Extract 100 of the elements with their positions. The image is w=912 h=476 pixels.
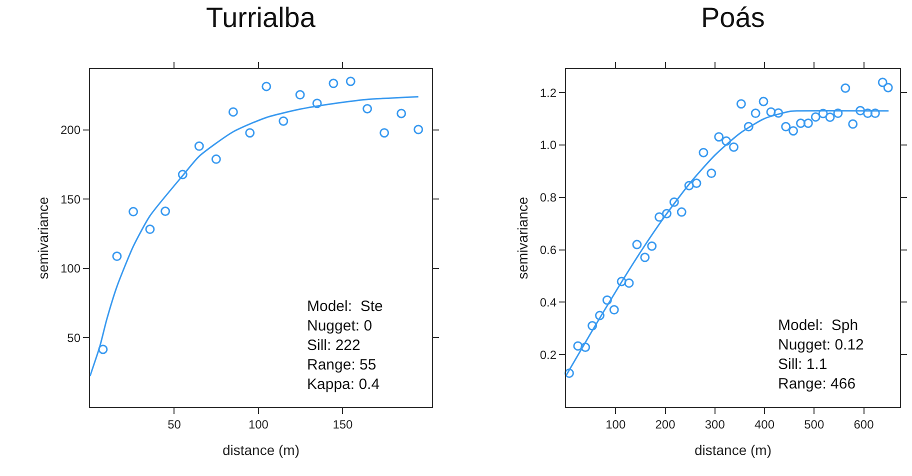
point (194, 141, 204, 151)
point (640, 252, 650, 262)
point (684, 180, 694, 190)
point (278, 116, 288, 126)
annotation: Nugget: 0 (307, 318, 372, 334)
point (145, 224, 155, 234)
y-tick-label: 0.2 (540, 348, 557, 362)
y-tick-label: 0.8 (540, 190, 557, 205)
point (736, 99, 746, 109)
y-tick-label: 1.0 (540, 138, 557, 152)
x-tick-label: 50 (168, 418, 182, 432)
point (766, 107, 776, 117)
point (98, 344, 108, 354)
point (722, 136, 732, 146)
point (128, 206, 138, 216)
annotation: Range: 55 (307, 356, 376, 374)
point (228, 107, 238, 117)
y-tick-label: 1.2 (540, 86, 557, 100)
point (750, 108, 760, 118)
x-tick-label: 100 (606, 418, 626, 432)
annotation: Model: Sph (778, 317, 858, 334)
point (781, 122, 791, 132)
point (803, 118, 813, 128)
point (774, 108, 784, 118)
point (647, 241, 657, 251)
annotation: Range: 466 (778, 376, 856, 392)
point (580, 342, 590, 352)
point (706, 168, 716, 178)
point (262, 82, 272, 92)
point (698, 148, 708, 158)
annotation: Sill: 1.1 (778, 356, 828, 373)
chart-title: Turrialba (206, 2, 316, 33)
point (788, 126, 798, 136)
point (616, 276, 626, 286)
point (588, 321, 598, 331)
point (624, 278, 634, 288)
point (840, 83, 850, 93)
x-tick-label: 150 (332, 418, 354, 432)
chart-title: Poás (701, 2, 765, 33)
point (112, 252, 122, 262)
x-tick-label: 600 (854, 418, 874, 432)
point (380, 128, 390, 138)
point (662, 208, 672, 218)
point (883, 82, 893, 92)
point (825, 112, 835, 122)
point (396, 108, 406, 118)
y-tick-label: 100 (60, 262, 81, 276)
point (346, 76, 356, 86)
point (564, 368, 574, 378)
x-axis-title: distance (m) (222, 442, 300, 458)
point (758, 96, 768, 106)
x-tick-label: 200 (655, 418, 676, 432)
annotation: Kappa: 0.4 (307, 376, 380, 393)
annotation: Model: Ste (307, 298, 383, 315)
line-series (566, 110, 890, 376)
point (609, 305, 619, 315)
point (870, 108, 880, 118)
x-tick-label: 500 (804, 418, 824, 432)
point (669, 197, 679, 207)
point (160, 206, 170, 216)
point (728, 142, 738, 152)
x-tick-label: 300 (704, 418, 726, 432)
point (856, 106, 866, 116)
line-series (90, 96, 420, 377)
y-tick-label: 0.6 (540, 242, 557, 257)
point (245, 128, 255, 138)
point (692, 178, 702, 188)
point (573, 341, 583, 351)
x-axis-title: distance (m) (694, 442, 772, 458)
point (362, 104, 372, 114)
point (654, 212, 664, 222)
point (862, 108, 872, 118)
point (414, 124, 424, 134)
point (848, 119, 858, 129)
x-tick-label: 100 (248, 418, 269, 432)
annotation: Nugget: 0.12 (778, 336, 864, 354)
y-axis-title: semivariance (514, 196, 530, 280)
point (796, 118, 806, 128)
point (211, 154, 221, 164)
point (676, 207, 686, 217)
point (295, 90, 305, 100)
point (328, 78, 338, 88)
point (312, 98, 322, 108)
point (878, 78, 888, 88)
x-tick-label: 400 (754, 418, 775, 432)
point (818, 108, 828, 118)
y-tick-label: 0.4 (540, 295, 557, 310)
point (602, 295, 612, 305)
y-axis-title: semivariance (35, 196, 52, 280)
point (714, 132, 724, 142)
point (595, 310, 604, 320)
point (744, 122, 754, 132)
point (178, 170, 188, 180)
point (810, 112, 820, 122)
y-tick-label: 200 (60, 123, 81, 138)
y-tick-label: 50 (67, 330, 81, 345)
y-tick-label: 150 (60, 192, 81, 206)
point (632, 240, 642, 250)
point (833, 108, 843, 118)
annotation: Sill: 222 (307, 337, 360, 354)
